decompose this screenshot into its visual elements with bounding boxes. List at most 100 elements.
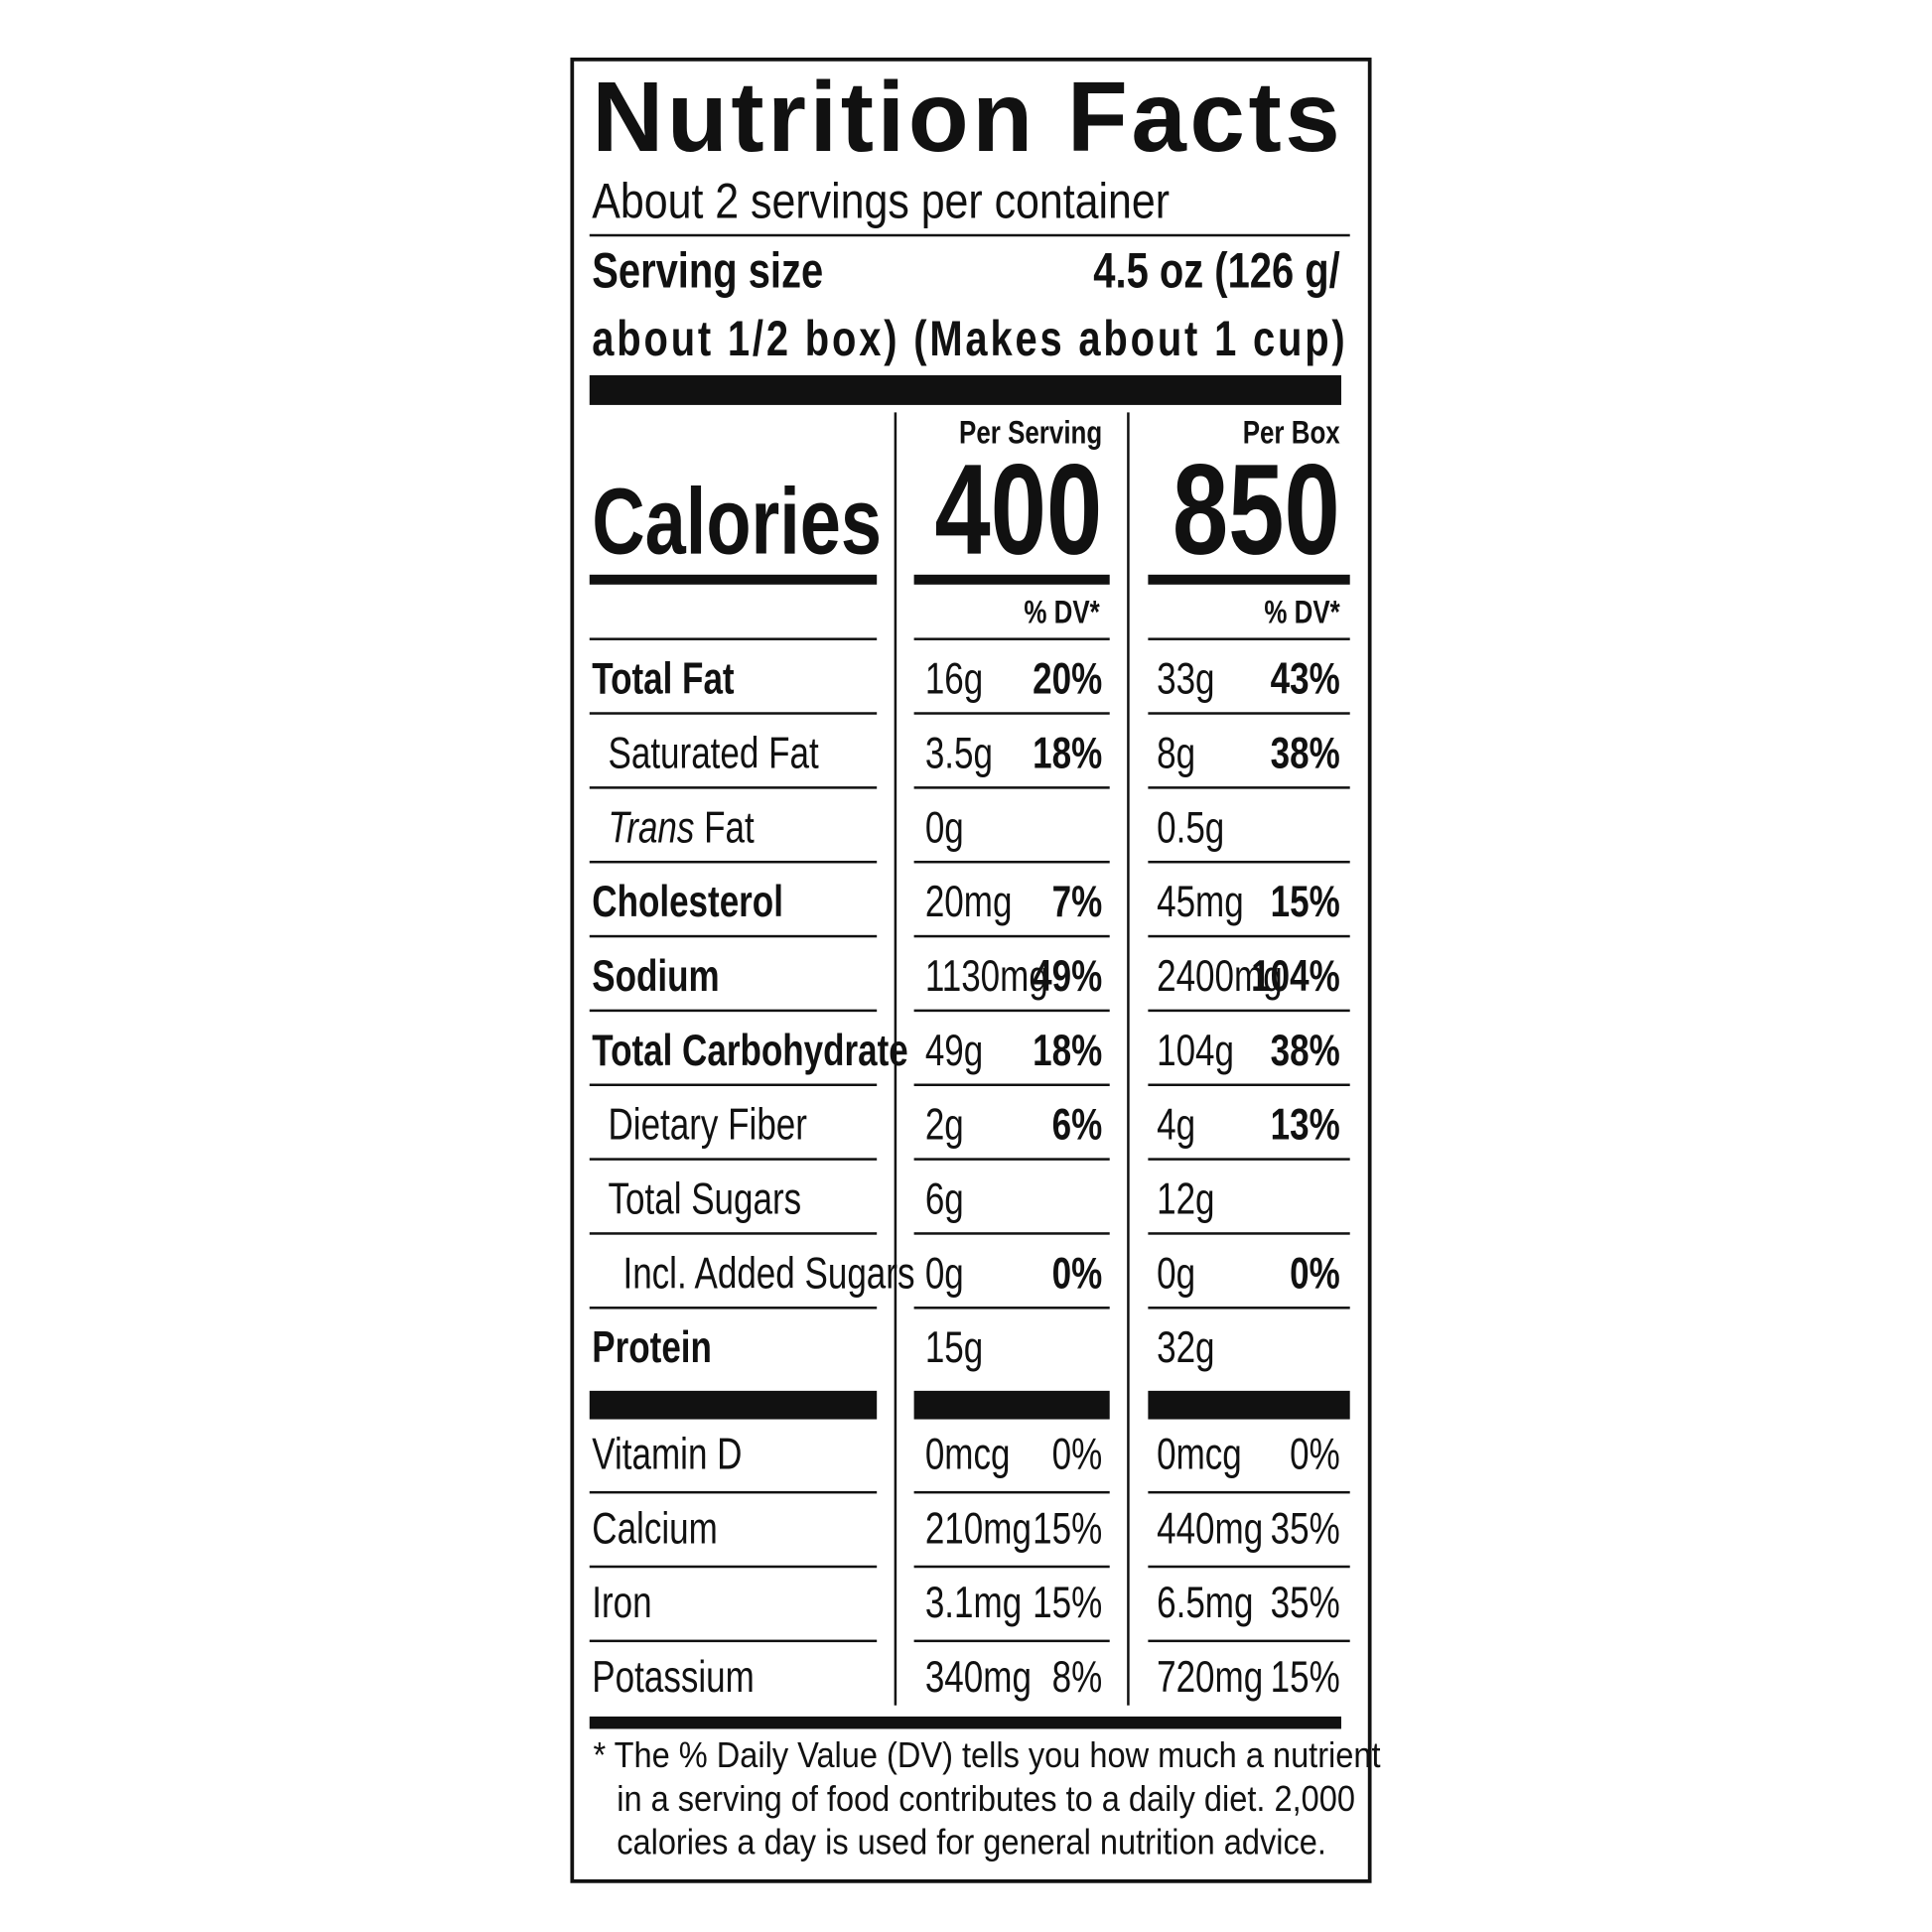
amount: 3.1mg (925, 1578, 1022, 1627)
amount: 4g (1157, 1099, 1195, 1149)
rule (1148, 1083, 1350, 1087)
percent-dv: 43% (1271, 653, 1340, 703)
rule (913, 1307, 1110, 1310)
nutrient-label: Sodium (592, 951, 719, 1001)
amount: 0.5g (1157, 802, 1224, 852)
footnote-line: in a serving of food contributes to a da… (617, 1779, 1355, 1819)
amount: 2g (925, 1099, 964, 1149)
rule (589, 1009, 878, 1013)
rule (913, 1009, 1110, 1013)
rule (589, 786, 878, 789)
rule (589, 1490, 878, 1494)
dv-header: % DV* (1024, 595, 1100, 630)
rule (1148, 1490, 1350, 1494)
amount: 340mg (925, 1652, 1032, 1702)
serving-size-value: 4.5 oz (126 g/ (1093, 242, 1340, 298)
column-divider (1127, 412, 1130, 1706)
dv-header: % DV* (1264, 595, 1340, 630)
rule (589, 860, 878, 864)
rule (589, 1158, 878, 1161)
amount: 6g (925, 1173, 964, 1223)
medium-rule (913, 574, 1110, 585)
footnote-line: * The % Daily Value (DV) tells you how m… (594, 1736, 1381, 1776)
nutrient-label: Cholesterol (592, 877, 783, 926)
rule (589, 934, 878, 938)
amount: 15g (925, 1322, 983, 1372)
italic-label: Trans (608, 802, 704, 852)
rule (589, 637, 878, 640)
rule (913, 1490, 1110, 1494)
rule (1148, 637, 1350, 640)
rule (913, 1083, 1110, 1087)
nutrient-label: Potassium (592, 1652, 755, 1702)
nutrient-label: Total Fat (592, 653, 734, 703)
rule (589, 233, 1350, 237)
nutrient-label: Total Carbohydrate (592, 1026, 907, 1075)
amount: 0mcg (925, 1429, 1011, 1478)
amount: 32g (1157, 1322, 1214, 1372)
percent-dv: 104% (1251, 951, 1340, 1001)
column-divider (894, 412, 897, 1706)
rule (1148, 1009, 1350, 1013)
rule (913, 1158, 1110, 1161)
percent-dv: 18% (1033, 728, 1102, 777)
percent-dv: 0% (1052, 1248, 1103, 1298)
rule (1148, 1565, 1350, 1569)
medium-rule (589, 574, 878, 585)
rule (589, 1232, 878, 1235)
percent-dv: 8% (1052, 1652, 1103, 1702)
rule (1148, 1307, 1350, 1310)
calories-label: Calories (592, 470, 882, 575)
rule (913, 1639, 1110, 1643)
percent-dv: 0% (1290, 1248, 1340, 1298)
nutrient-label: Vitamin D (592, 1429, 742, 1478)
percent-dv: 6% (1052, 1099, 1103, 1149)
percent-dv: 7% (1052, 877, 1103, 926)
servings: About 2 servings per container (592, 174, 1170, 229)
percent-dv: 38% (1271, 728, 1340, 777)
thick-rule (589, 1390, 878, 1420)
column-header: Per Serving (959, 415, 1102, 451)
rule (589, 712, 878, 715)
nutrient-label: Dietary Fiber (608, 1099, 806, 1149)
label-border (570, 58, 1372, 1883)
nutrient-label: Calcium (592, 1503, 717, 1553)
percent-dv: 15% (1271, 877, 1340, 926)
percent-dv: 0% (1290, 1429, 1340, 1478)
column-header: Per Box (1243, 415, 1341, 451)
percent-dv: 13% (1271, 1099, 1340, 1149)
rule (913, 934, 1110, 938)
nutrient-label: Total Sugars (608, 1173, 801, 1223)
amount: 0mcg (1157, 1429, 1242, 1478)
rule (1148, 712, 1350, 715)
rule (1148, 786, 1350, 789)
percent-dv: 15% (1033, 1578, 1102, 1627)
rule (913, 712, 1110, 715)
thick-rule (913, 1390, 1110, 1420)
label: Fat (704, 802, 755, 852)
nutrient-label: Protein (592, 1322, 712, 1372)
amount: 2400mg (1157, 951, 1283, 1001)
amount: 0g (925, 1248, 964, 1298)
rule (1148, 934, 1350, 938)
rule (1148, 1158, 1350, 1161)
percent-dv: 35% (1271, 1503, 1340, 1553)
amount: 45mg (1157, 877, 1244, 926)
percent-dv: 35% (1271, 1578, 1340, 1627)
amount: 1130mg (925, 951, 1048, 1001)
nutrient-label: Saturated Fat (608, 728, 818, 777)
calories-value: 400 (934, 438, 1102, 582)
rule (1148, 1639, 1350, 1643)
percent-dv: 20% (1033, 653, 1102, 703)
amount: 0g (925, 802, 964, 852)
amount: 440mg (1157, 1503, 1263, 1553)
thick-rule (589, 374, 1341, 405)
percent-dv: 0% (1052, 1429, 1103, 1478)
rule (589, 1307, 878, 1310)
rule (1148, 860, 1350, 864)
calories-value: 850 (1173, 438, 1340, 582)
amount: 20mg (925, 877, 1013, 926)
amount: 3.5g (925, 728, 993, 777)
nutrient-label: Trans Fat (608, 802, 754, 852)
